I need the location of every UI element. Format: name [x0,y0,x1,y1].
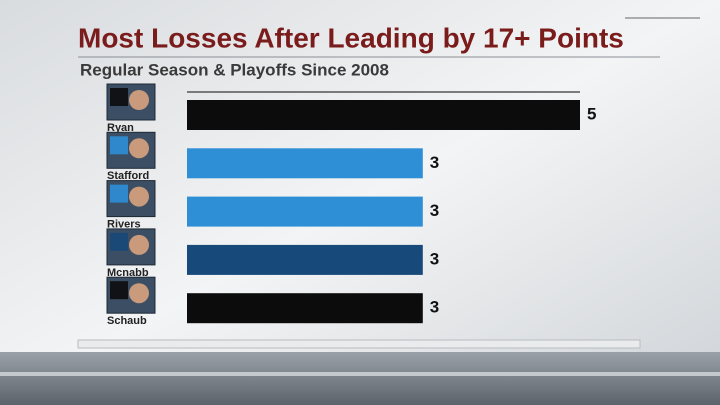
player-head [129,234,149,255]
category-label: Mcnabb [107,267,149,279]
player-head [129,186,149,207]
team-logo [110,184,128,203]
bar [187,293,423,324]
category-label: Rivers [107,219,141,231]
bar [187,196,423,227]
category-label: Schaub [107,315,147,327]
shelf [77,339,641,349]
category-label: Stafford [107,170,149,182]
bar [187,100,580,130]
team-logo [110,136,128,155]
player-head [129,283,149,304]
bar [187,244,423,275]
team-logo [110,88,128,106]
bar [187,148,423,179]
value-label: 3 [430,298,439,317]
value-label: 3 [430,249,439,268]
floor [0,352,720,405]
team-logo [110,281,128,300]
chart-title: Most Losses After Leading by 17+ Points [78,22,624,53]
player-head [129,90,149,110]
player-head [129,138,149,159]
value-label: 3 [430,153,439,172]
team-logo [110,232,128,251]
value-label: 5 [587,104,596,123]
chart-subtitle: Regular Season & Playoffs Since 2008 [80,60,389,79]
value-label: 3 [430,201,439,220]
category-label: Ryan [107,122,134,134]
floor-stripe [0,372,720,376]
